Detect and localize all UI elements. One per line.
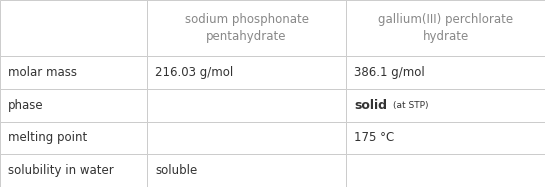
Bar	[147, 0, 346, 56]
Bar	[346, 154, 545, 187]
Text: 386.1 g/mol: 386.1 g/mol	[354, 66, 425, 79]
Text: molar mass: molar mass	[8, 66, 77, 79]
Bar	[346, 89, 545, 122]
Text: melting point: melting point	[8, 131, 87, 144]
Text: sodium phosphonate
pentahydrate: sodium phosphonate pentahydrate	[185, 13, 308, 43]
Bar	[147, 89, 346, 122]
Text: soluble: soluble	[155, 164, 198, 177]
Bar	[0, 154, 147, 187]
Bar	[0, 122, 147, 154]
Text: gallium(III) perchlorate
hydrate: gallium(III) perchlorate hydrate	[378, 13, 513, 43]
Text: 216.03 g/mol: 216.03 g/mol	[155, 66, 234, 79]
Bar	[147, 154, 346, 187]
Bar	[346, 56, 545, 89]
Bar	[147, 122, 346, 154]
Bar	[0, 0, 147, 56]
Text: phase: phase	[8, 99, 44, 112]
Bar	[0, 56, 147, 89]
Bar	[346, 122, 545, 154]
Bar	[0, 89, 147, 122]
Text: solid: solid	[354, 99, 387, 112]
Text: solubility in water: solubility in water	[8, 164, 114, 177]
Bar	[346, 0, 545, 56]
Bar	[147, 56, 346, 89]
Text: 175 °C: 175 °C	[354, 131, 395, 144]
Text: (at STP): (at STP)	[393, 101, 429, 110]
